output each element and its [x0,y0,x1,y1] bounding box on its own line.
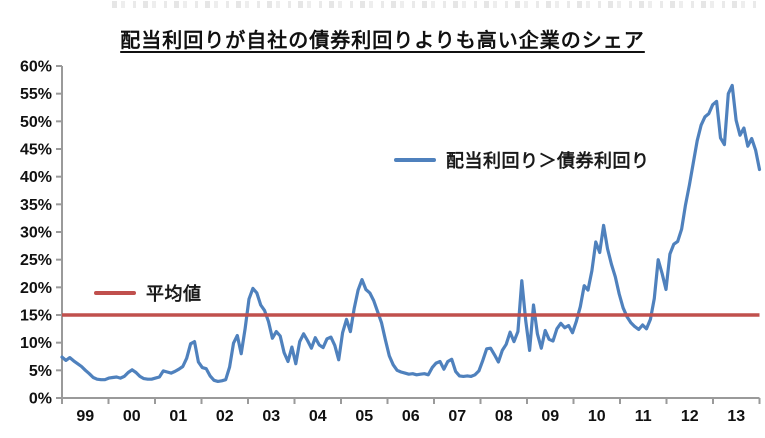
y-tick-label: 5% [29,363,52,380]
x-tick-label: 12 [681,408,699,425]
y-tick-label: 40% [20,169,52,186]
blue-line-swatch [394,158,436,162]
y-tick-label: 15% [20,308,52,325]
x-tick-label: 03 [262,408,280,425]
y-tick-label: 45% [20,142,52,159]
x-tick-label: 10 [588,408,606,425]
legend-series-label: 配当利回り＞債券利回り [446,151,650,171]
x-tick-label: 05 [355,408,373,425]
legend-average-label: 平均値 [146,284,202,304]
x-tick-label: 09 [541,408,559,425]
x-tick-label: 01 [169,408,187,425]
x-tick-label: 07 [448,408,466,425]
series-line [60,83,762,383]
cropped-text-remnant [112,1,760,8]
y-tick-label: 35% [20,197,52,214]
y-tick-label: 0% [29,391,52,408]
y-tick-label: 30% [20,225,52,242]
x-tick-label: 99 [76,408,94,425]
chart-title: 配当利回りが自社の債券利回りよりも高い企業のシェア [120,30,645,52]
x-tick-label: 02 [216,408,234,425]
red-line-swatch [94,291,136,295]
y-tick-label: 10% [20,335,52,352]
y-tick-label: 25% [20,252,52,269]
legend-average: 平均値 [94,280,202,306]
y-tick-label: 55% [20,86,52,103]
legend-series: 配当利回り＞債券利回り [394,147,650,173]
x-tick-label: 06 [402,408,420,425]
x-tick-label: 11 [635,408,652,425]
x-tick-label: 13 [727,408,745,425]
x-tick-label: 04 [309,408,327,425]
x-tick-label: 00 [123,408,141,425]
x-tick-label: 08 [495,408,513,425]
y-tick-label: 50% [20,114,52,131]
y-tick-label: 20% [20,280,52,297]
y-tick-label: 60% [20,59,52,76]
